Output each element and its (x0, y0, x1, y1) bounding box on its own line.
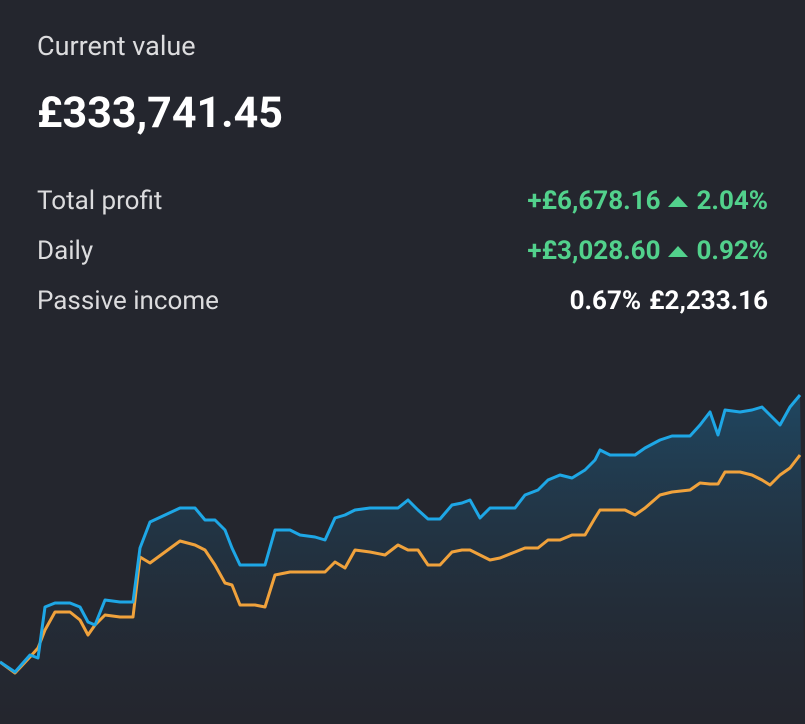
area (0, 395, 805, 724)
amount: +£6,678.16 (527, 186, 661, 216)
current-value: £333,741.45 (37, 88, 283, 138)
title: Current value (37, 30, 196, 62)
row: Daily +£3,028.60 0.92% (37, 233, 768, 269)
income: 0.67% £2,233.16 (570, 286, 768, 316)
row: Total profit +£6,678.16 2.04% (37, 183, 768, 219)
label: Passive income (37, 286, 219, 316)
amount: +£3,028.60 (527, 236, 661, 266)
up-icon (668, 245, 689, 257)
percent: 2.04% (696, 186, 768, 216)
line (0, 454, 802, 675)
change: +£6,678.16 2.04% (527, 186, 768, 216)
line (0, 394, 802, 674)
label: Daily (37, 236, 94, 266)
up-icon (668, 195, 689, 207)
label: Total profit (37, 186, 163, 216)
percent: 0.92% (696, 236, 768, 266)
row: Passive income 0.67% £2,233.16 (37, 283, 768, 319)
change: +£3,028.60 0.92% (527, 236, 768, 266)
amount: £2,233.16 (649, 286, 768, 316)
percent: 0.67% (569, 286, 642, 316)
